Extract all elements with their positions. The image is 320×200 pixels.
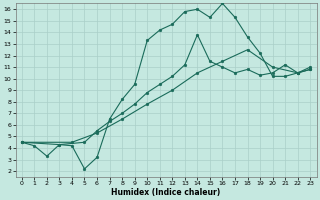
X-axis label: Humidex (Indice chaleur): Humidex (Indice chaleur) <box>111 188 221 197</box>
